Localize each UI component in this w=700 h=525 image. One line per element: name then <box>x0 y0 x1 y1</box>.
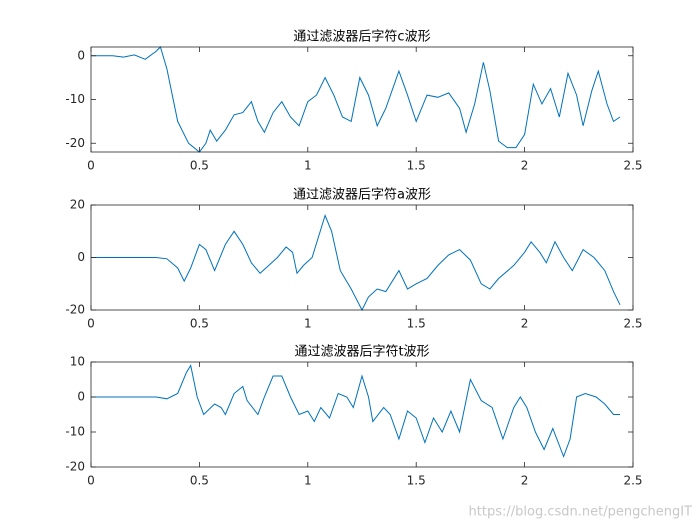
x-tick-label: 1.5 <box>407 317 426 331</box>
y-tick-label: 0 <box>77 390 85 404</box>
y-tick-label: 0 <box>77 48 85 62</box>
data-line <box>91 214 621 312</box>
x-tick-label: 2.5 <box>623 317 642 331</box>
x-tick-label: 1 <box>304 159 312 173</box>
x-tick-label: 0.5 <box>190 317 209 331</box>
x-tick-label: 2 <box>521 474 529 488</box>
x-tick-label: 0.5 <box>190 474 209 488</box>
x-tick-label: 2.5 <box>623 474 642 488</box>
y-tick-label: -20 <box>65 136 85 150</box>
y-tick-label: -20 <box>65 303 85 317</box>
x-tick-label: 0 <box>87 317 95 331</box>
y-tick-label: 20 <box>70 198 85 212</box>
axes-box <box>90 361 634 468</box>
chart-title: 通过滤波器后字符c波形 <box>293 29 430 45</box>
x-tick-label: 0 <box>87 474 95 488</box>
x-tick-label: 1.5 <box>407 159 426 173</box>
x-tick-label: 1 <box>304 474 312 488</box>
y-tick-label: 0 <box>77 250 85 264</box>
y-tick-label: -10 <box>65 92 85 106</box>
chart-title: 通过滤波器后字符t波形 <box>294 344 429 360</box>
y-tick-label: 10 <box>70 355 85 369</box>
x-tick-label: 0.5 <box>190 159 209 173</box>
y-tick-label: -20 <box>65 460 85 474</box>
x-tick-label: 0 <box>87 159 95 173</box>
x-tick-label: 1.5 <box>407 474 426 488</box>
data-line <box>91 364 620 458</box>
x-tick-label: 1 <box>304 317 312 331</box>
chart-title: 通过滤波器后字符a波形 <box>293 187 431 203</box>
x-tick-label: 2.5 <box>623 159 642 173</box>
x-tick-label: 2 <box>521 317 529 331</box>
y-tick-label: -10 <box>65 425 85 439</box>
x-tick-label: 2 <box>521 159 529 173</box>
watermark: https://blog.csdn.net/pengchengIT <box>469 505 693 520</box>
